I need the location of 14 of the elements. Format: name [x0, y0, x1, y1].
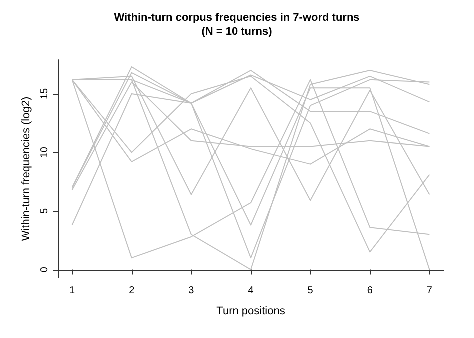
y-tick-label: 0 — [40, 266, 50, 273]
y-tick-label: 5 — [40, 208, 50, 214]
x-tick-label: 6 — [367, 286, 374, 296]
y-axis-title: Within-turn frequencies (log2) — [20, 96, 33, 242]
x-tick-label: 1 — [70, 286, 76, 296]
x-axis-title: Turn positions — [216, 306, 286, 318]
chart-title: Within-turn corpus frequencies in 7-word turns (N = 10 turns) — [114, 12, 360, 38]
y-tick-label: 15 — [40, 88, 50, 100]
y-tick-label: 10 — [40, 146, 50, 158]
x-tick-label: 5 — [308, 286, 314, 296]
x-tick-label: 7 — [426, 286, 433, 296]
x-tick-label: 2 — [129, 286, 136, 296]
x-tick-label: 3 — [188, 286, 195, 296]
x-tick-label: 4 — [248, 286, 254, 296]
